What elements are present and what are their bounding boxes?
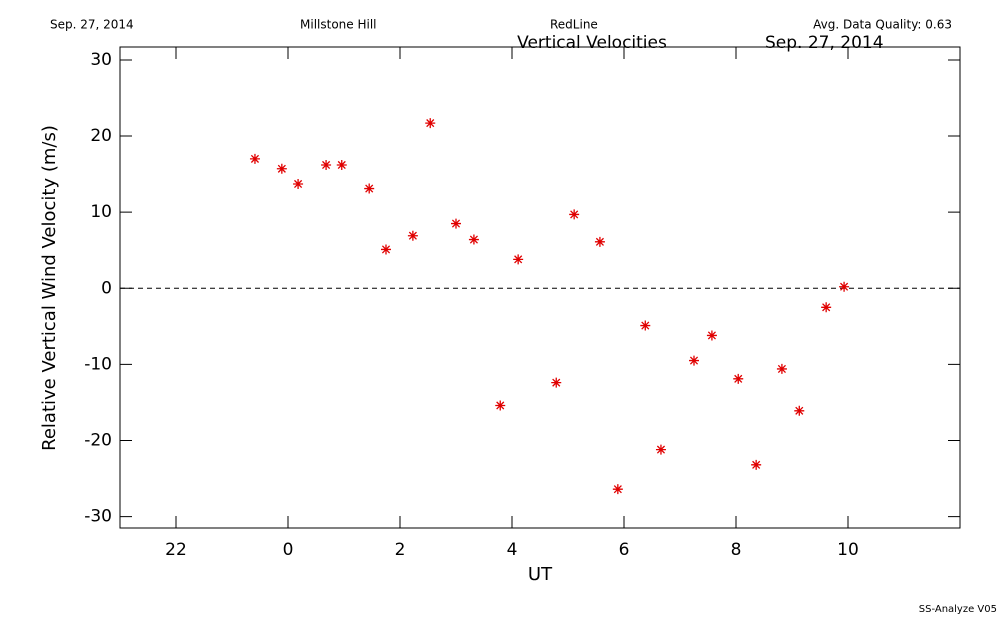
header-line: RedLine xyxy=(550,18,598,32)
point xyxy=(551,377,562,388)
point xyxy=(640,320,651,331)
x-tick-label: 8 xyxy=(731,540,742,560)
point xyxy=(425,118,436,129)
point xyxy=(794,405,805,416)
y-tick-label: -30 xyxy=(84,507,112,527)
point xyxy=(689,355,699,366)
point xyxy=(706,330,717,341)
point xyxy=(276,163,287,174)
y-tick-label: -20 xyxy=(84,430,112,450)
chart-subtitle: Sep. 27, 2014 xyxy=(765,33,884,53)
point xyxy=(733,373,744,384)
header-date: Sep. 27, 2014 xyxy=(50,18,134,32)
point xyxy=(821,302,832,313)
x-tick-label: 0 xyxy=(283,540,294,560)
point xyxy=(381,244,391,255)
header-quality: Avg. Data Quality: 0.63 xyxy=(813,18,952,32)
point xyxy=(612,484,623,495)
point xyxy=(495,400,506,411)
y-tick-label: -10 xyxy=(84,354,112,374)
y-tick-label: 20 xyxy=(90,126,112,146)
header-site: Millstone Hill xyxy=(300,18,376,32)
chart-title: Vertical Velocities xyxy=(517,33,667,53)
point xyxy=(655,444,666,455)
y-axis-label: Relative Vertical Wind Velocity (m/s) xyxy=(39,125,60,451)
plot-frame xyxy=(119,46,961,529)
point xyxy=(321,159,332,170)
point xyxy=(839,281,850,292)
x-axis-label: UT xyxy=(528,564,553,585)
point xyxy=(407,230,418,241)
x-tick-label: 6 xyxy=(619,540,630,560)
point xyxy=(293,178,304,189)
y-tick-label: 10 xyxy=(90,202,112,222)
x-tick-label: 22 xyxy=(165,540,187,560)
point xyxy=(776,363,787,374)
footer: SS-Analyze V05 xyxy=(919,604,997,615)
point xyxy=(468,234,479,245)
point xyxy=(249,153,260,164)
x-tick-label: 4 xyxy=(507,540,518,560)
x-tick-label: 2 xyxy=(395,540,406,560)
point xyxy=(451,218,461,229)
y-tick-label: 30 xyxy=(90,50,112,70)
x-tick-label: 10 xyxy=(837,540,859,560)
point xyxy=(594,236,605,247)
point xyxy=(569,209,580,220)
point xyxy=(513,254,524,265)
point xyxy=(751,459,762,470)
y-tick-label: 0 xyxy=(101,278,112,298)
point xyxy=(336,159,347,170)
point xyxy=(364,183,375,194)
